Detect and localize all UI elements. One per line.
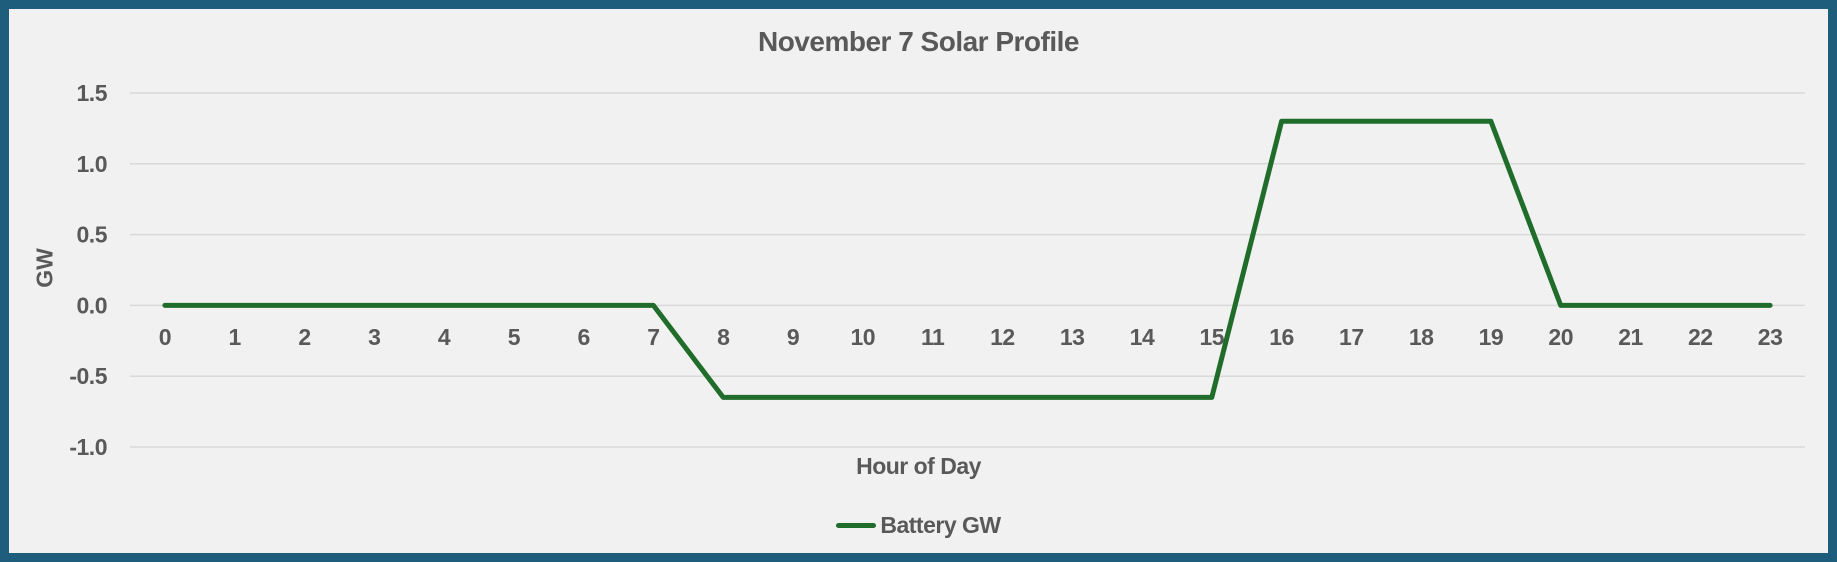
x-tick-label: 7 xyxy=(647,324,659,350)
x-tick-label: 2 xyxy=(298,324,310,350)
y-tick-label: 0.0 xyxy=(77,292,107,318)
y-tick-label: 0.5 xyxy=(77,222,108,248)
x-tick-label: 13 xyxy=(1060,324,1085,350)
x-tick-label: 22 xyxy=(1688,324,1713,350)
y-tick-label: 1.5 xyxy=(77,80,108,106)
legend-series-label: Battery GW xyxy=(880,511,1001,538)
x-tick-label: 20 xyxy=(1548,324,1573,350)
x-tick-label: 23 xyxy=(1758,324,1783,350)
x-tick-label: 17 xyxy=(1339,324,1364,350)
x-tick-label: 10 xyxy=(851,324,876,350)
y-tick-label: -0.5 xyxy=(69,363,107,389)
x-tick-label: 18 xyxy=(1409,324,1434,350)
x-tick-label: 0 xyxy=(159,324,171,350)
x-tick-label: 8 xyxy=(717,324,730,350)
x-tick-label: 15 xyxy=(1199,324,1224,350)
x-tick-label: 16 xyxy=(1269,324,1294,350)
x-tick-label: 19 xyxy=(1479,324,1504,350)
legend-line-swatch xyxy=(836,522,877,528)
chart-title: November 7 Solar Profile xyxy=(757,26,1080,57)
series-line-battery-gw xyxy=(162,118,1773,400)
y-tick-label: -1.0 xyxy=(69,434,107,460)
x-axis-title: Hour of Day xyxy=(856,453,981,479)
x-tick-label: 4 xyxy=(438,324,451,350)
x-tick-label: 3 xyxy=(368,324,380,350)
y-axis-title: GW xyxy=(31,248,58,288)
y-tick-label: 1.0 xyxy=(77,151,107,177)
legend: Battery GW xyxy=(0,511,1837,539)
x-tick-label: 5 xyxy=(508,324,521,350)
x-tick-label: 1 xyxy=(229,324,242,350)
x-tick-label: 6 xyxy=(577,324,589,350)
x-tick-label: 14 xyxy=(1130,324,1155,350)
x-tick-label: 9 xyxy=(787,324,799,350)
x-tick-label: 12 xyxy=(990,324,1015,350)
x-tick-label: 11 xyxy=(921,324,945,350)
x-tick-label: 21 xyxy=(1618,324,1643,350)
